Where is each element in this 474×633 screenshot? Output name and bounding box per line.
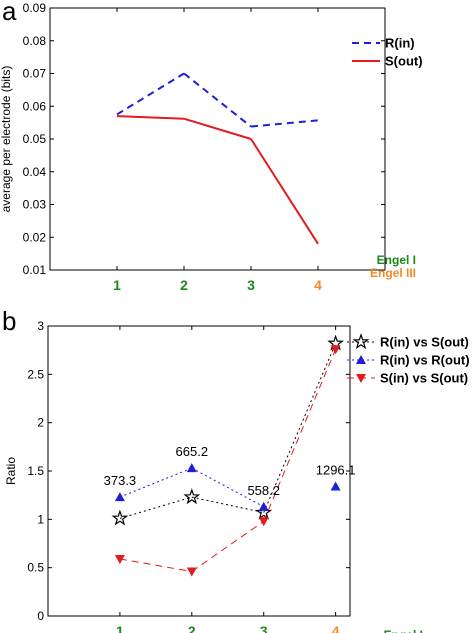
y-tick-label: 0.05: [23, 132, 47, 146]
x-tick-label: 3: [260, 623, 268, 633]
plot-frame: [49, 7, 386, 271]
x-tick-label: 1: [113, 277, 121, 293]
group-label-engel-1: Engel I: [384, 628, 423, 633]
series-line-1: [116, 115, 319, 245]
y-tick-label: 0.08: [23, 34, 47, 48]
data-annotation: 373.3: [104, 473, 137, 488]
y-tick-label: 0: [37, 609, 44, 623]
y-tick-label: 1: [37, 512, 44, 526]
legend-label-2: S(in) vs S(out): [380, 371, 468, 386]
data-point-triangle-down: [114, 554, 125, 564]
legend-marker-star: [352, 333, 370, 350]
y-tick-label: 1.5: [27, 464, 44, 478]
legend-label-0: R(in) vs S(out): [380, 335, 469, 350]
data-point-triangle-down: [258, 517, 269, 527]
y-tick-label: 0.03: [23, 198, 47, 212]
y-tick-label: 0.02: [23, 230, 47, 244]
legend-marker-triangle-up: [356, 355, 366, 364]
x-tick-label: 2: [188, 623, 196, 633]
data-annotation: 1296.1: [316, 462, 356, 477]
y-tick-label: 2: [37, 416, 44, 430]
data-point-triangle-down: [330, 345, 341, 355]
panel-label-b: b: [2, 306, 16, 336]
data-point-star: [183, 488, 201, 505]
plot-frame: [47, 325, 351, 617]
x-tick-label: 4: [332, 623, 340, 633]
series-line-1: [119, 467, 264, 508]
data-annotation: 665.2: [176, 444, 209, 459]
data-point-triangle-up: [258, 501, 269, 511]
y-tick-label: 0.5: [27, 561, 44, 575]
data-point-triangle-up: [114, 492, 125, 502]
data-point-triangle-up: [186, 463, 197, 473]
data-point-triangle-down: [186, 567, 197, 577]
legend-label-0: R(in): [385, 36, 415, 51]
series-line-0: [119, 343, 337, 519]
y-tick-label: 0.06: [23, 99, 47, 113]
series-line-0: [116, 72, 319, 128]
y-tick-label: 2.5: [27, 367, 44, 381]
legend-marker-triangle-down: [356, 374, 366, 383]
y-axis-label: Ratio: [4, 457, 18, 485]
y-tick-label: 3: [37, 319, 44, 333]
data-annotation: 558.2: [247, 483, 280, 498]
panel-label-a: a: [2, 0, 17, 26]
series-line-2: [119, 349, 337, 573]
x-tick-label: 3: [247, 277, 255, 293]
y-axis-label: average per electrode (bits): [0, 66, 13, 213]
y-tick-label: 0.09: [23, 1, 47, 15]
group-label-engel-1: Engel I: [377, 253, 416, 267]
x-tick-label: 4: [314, 277, 322, 293]
y-tick-label: 0.01: [23, 263, 47, 277]
chart-a: 0.01 0.02 0.03 0.04 0.05 0.06 0.07 0.08 0.09 1 2 3 4…: [0, 1, 423, 293]
data-point-star: [111, 509, 129, 526]
x-tick-label: 1: [116, 623, 124, 633]
x-tick-label: 2: [180, 277, 188, 293]
data-point-triangle-up: [330, 481, 341, 491]
legend-label-1: S(out): [385, 54, 423, 69]
y-tick-label: 0.07: [23, 67, 47, 81]
legend-label-1: R(in) vs R(out): [380, 353, 470, 368]
data-point-star: [255, 503, 273, 520]
y-tick-label: 0.04: [23, 165, 47, 179]
group-label-engel-3: Engel III: [370, 266, 416, 280]
